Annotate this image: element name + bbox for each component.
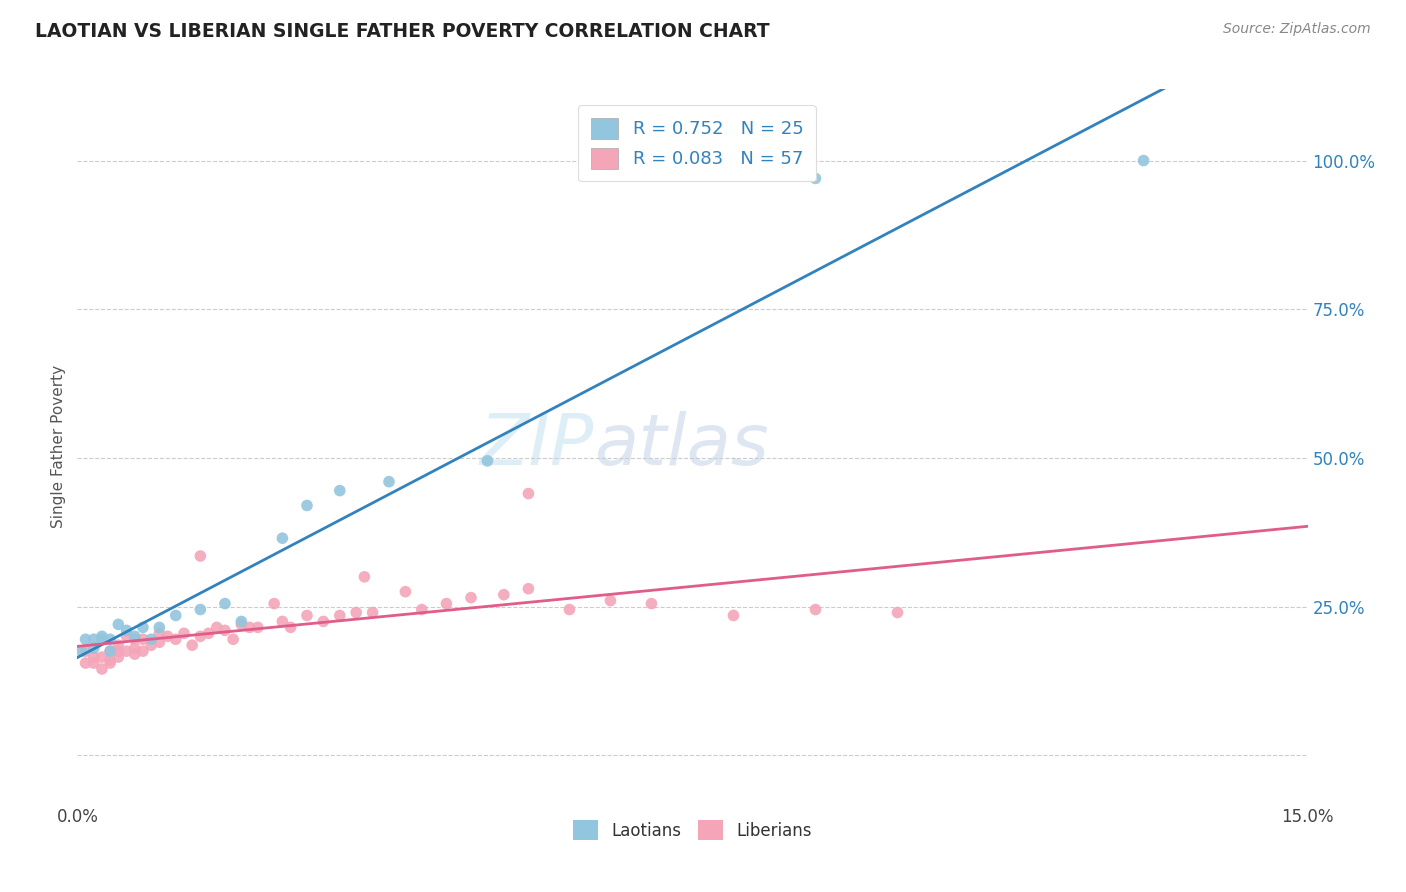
Point bbox=[141, 632, 163, 647]
Point bbox=[70, 644, 93, 658]
Text: LAOTIAN VS LIBERIAN SINGLE FATHER POVERTY CORRELATION CHART: LAOTIAN VS LIBERIAN SINGLE FATHER POVERT… bbox=[35, 22, 769, 41]
Point bbox=[222, 632, 245, 647]
Point bbox=[107, 617, 129, 632]
Point bbox=[148, 635, 170, 649]
Point bbox=[115, 629, 138, 643]
Point bbox=[517, 582, 540, 596]
Point bbox=[271, 615, 294, 629]
Point bbox=[132, 620, 155, 634]
Point bbox=[477, 454, 499, 468]
Point bbox=[214, 624, 236, 638]
Point bbox=[173, 626, 195, 640]
Point bbox=[394, 584, 416, 599]
Legend: Laotians, Liberians: Laotians, Liberians bbox=[565, 812, 820, 848]
Point bbox=[295, 608, 318, 623]
Point bbox=[804, 602, 827, 616]
Y-axis label: Single Father Poverty: Single Father Poverty bbox=[51, 365, 66, 527]
Point bbox=[148, 620, 170, 634]
Point bbox=[231, 615, 253, 629]
Point bbox=[124, 641, 146, 656]
Point bbox=[75, 644, 97, 658]
Point bbox=[107, 638, 129, 652]
Point bbox=[98, 656, 121, 670]
Point bbox=[156, 629, 179, 643]
Point bbox=[124, 647, 146, 661]
Point bbox=[98, 644, 121, 658]
Point bbox=[132, 644, 155, 658]
Text: atlas: atlas bbox=[595, 411, 769, 481]
Point bbox=[460, 591, 482, 605]
Point bbox=[886, 606, 908, 620]
Point bbox=[124, 632, 146, 647]
Point bbox=[98, 632, 121, 647]
Point bbox=[411, 602, 433, 616]
Point bbox=[107, 650, 129, 665]
Point bbox=[188, 602, 212, 616]
Point bbox=[115, 644, 138, 658]
Point bbox=[141, 638, 163, 652]
Point bbox=[353, 570, 375, 584]
Point bbox=[231, 617, 253, 632]
Text: ZIP: ZIP bbox=[479, 411, 595, 481]
Point bbox=[263, 597, 285, 611]
Point bbox=[280, 620, 302, 634]
Point bbox=[271, 531, 294, 545]
Point bbox=[246, 620, 269, 634]
Point bbox=[312, 615, 335, 629]
Point bbox=[197, 626, 219, 640]
Point bbox=[1132, 153, 1154, 168]
Point bbox=[239, 620, 262, 634]
Point bbox=[98, 644, 121, 658]
Point bbox=[90, 650, 114, 665]
Point bbox=[83, 650, 105, 665]
Point bbox=[181, 638, 204, 652]
Point bbox=[75, 632, 97, 647]
Text: Source: ZipAtlas.com: Source: ZipAtlas.com bbox=[1223, 22, 1371, 37]
Point bbox=[124, 629, 146, 643]
Point bbox=[188, 629, 212, 643]
Point bbox=[188, 549, 212, 563]
Point bbox=[165, 632, 187, 647]
Point bbox=[804, 171, 827, 186]
Point bbox=[517, 486, 540, 500]
Point bbox=[361, 606, 384, 620]
Point bbox=[295, 499, 318, 513]
Point bbox=[640, 597, 662, 611]
Point bbox=[492, 588, 515, 602]
Point bbox=[329, 608, 352, 623]
Point bbox=[83, 641, 105, 656]
Point bbox=[344, 606, 367, 620]
Point bbox=[378, 475, 401, 489]
Point bbox=[90, 662, 114, 676]
Point bbox=[165, 608, 187, 623]
Point bbox=[329, 483, 352, 498]
Point bbox=[723, 608, 745, 623]
Point bbox=[148, 626, 170, 640]
Point bbox=[98, 653, 121, 667]
Point bbox=[436, 597, 458, 611]
Point bbox=[83, 632, 105, 647]
Point bbox=[558, 602, 581, 616]
Point bbox=[107, 644, 129, 658]
Point bbox=[90, 629, 114, 643]
Point bbox=[90, 632, 114, 647]
Point bbox=[132, 632, 155, 647]
Point bbox=[75, 656, 97, 670]
Point bbox=[214, 597, 236, 611]
Point bbox=[205, 620, 228, 634]
Point bbox=[599, 593, 621, 607]
Point bbox=[83, 656, 105, 670]
Point bbox=[115, 624, 138, 638]
